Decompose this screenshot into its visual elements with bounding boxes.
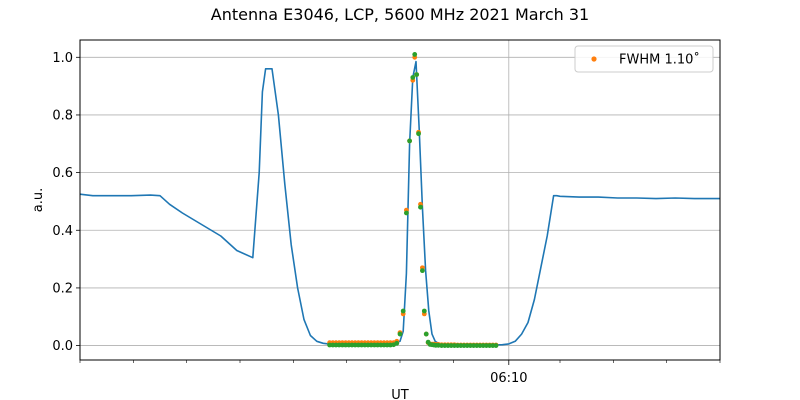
sample-point	[412, 52, 418, 57]
legend: FWHM 1.10˚	[574, 45, 714, 73]
sample-point	[404, 210, 409, 216]
legend-box	[574, 45, 714, 73]
sample-point	[418, 204, 423, 210]
sample-point	[400, 308, 406, 314]
y-axis: 0.0 0.2 0.4 0.6 0.8 1.0	[52, 51, 80, 354]
legend-marker-fwhm	[591, 56, 597, 62]
y-tick-label: 0.4	[52, 224, 73, 239]
y-tick-label: 0.8	[52, 108, 73, 123]
legend-label-fwhm: FWHM 1.10˚	[619, 52, 700, 68]
sample-point	[394, 340, 400, 346]
sample-point	[410, 75, 416, 80]
sample-point	[420, 268, 425, 274]
y-axis-label: a.u.	[31, 188, 46, 212]
x-tick-label: 06:10	[490, 371, 527, 386]
grid	[80, 40, 720, 360]
sample-point	[493, 343, 499, 348]
y-tick-label: 1.0	[52, 51, 73, 66]
plot-frame	[79, 39, 721, 361]
sample-point	[423, 331, 429, 337]
y-tick-label: 0.6	[52, 166, 73, 181]
sample-point	[414, 72, 420, 77]
sample-point	[397, 331, 403, 337]
sample-point	[416, 131, 421, 137]
chart-title: Antenna E3046, LCP, 5600 MHz 2021 March …	[211, 5, 589, 24]
x-axis-label: UT	[391, 388, 409, 400]
y-tick-label: 0.2	[52, 281, 73, 296]
series-line-group	[79, 60, 720, 346]
fwhm-points-group	[327, 54, 499, 348]
x-axis: 06:10	[79, 360, 721, 386]
sample-point	[407, 138, 412, 144]
sample-points-group	[327, 52, 499, 348]
data-line	[79, 60, 720, 346]
y-tick-label: 0.0	[52, 339, 73, 354]
sample-point	[421, 308, 427, 314]
